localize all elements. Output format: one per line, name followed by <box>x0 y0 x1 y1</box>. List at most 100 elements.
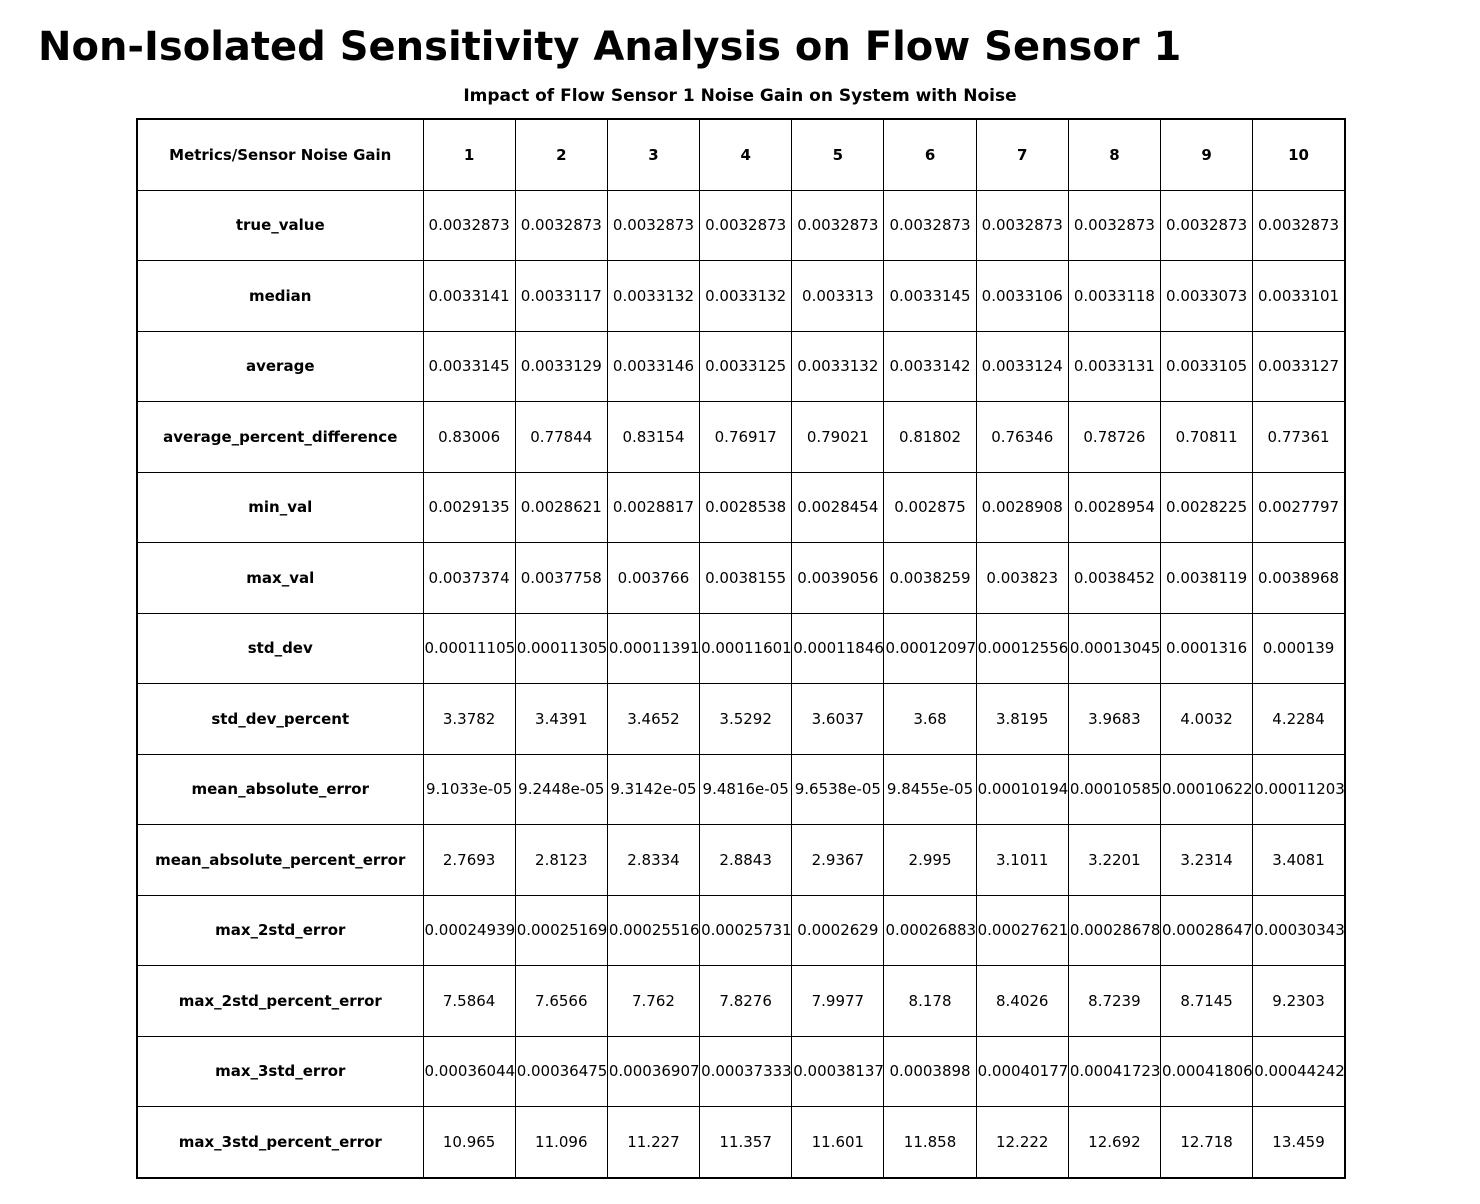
metric-label-cell: mean_absolute_error <box>136 753 424 825</box>
value-cell: 4.0032 <box>1159 683 1254 755</box>
column-header-cell-9: 9 <box>1159 118 1254 191</box>
value-cell: 0.00012097 <box>883 612 977 684</box>
column-header-cell-3: 3 <box>606 118 701 191</box>
value-cell: 0.0039056 <box>791 542 885 614</box>
value-cell: 3.68 <box>883 683 977 755</box>
metric-label-cell: std_dev <box>136 612 424 684</box>
value-cell: 0.0032873 <box>699 189 793 261</box>
column-header-cell-4: 4 <box>699 118 793 191</box>
value-cell: 2.8843 <box>699 824 793 896</box>
value-cell: 0.81802 <box>883 401 977 473</box>
value-cell: 0.003823 <box>975 542 1069 614</box>
value-cell: 0.00040177 <box>975 1035 1069 1107</box>
table-row-mean_absolute_error: mean_absolute_error 9.1033e-05 9.2448e-05 9… <box>136 753 1346 825</box>
value-cell: 0.00038137 <box>791 1035 885 1107</box>
value-cell: 0.0032873 <box>422 189 516 261</box>
value-cell: 0.00010585 <box>1067 753 1162 825</box>
value-cell: 3.4652 <box>606 683 701 755</box>
value-cell: 0.0033124 <box>975 330 1069 402</box>
value-cell: 0.0029135 <box>422 471 516 543</box>
value-cell: 0.00011601 <box>699 612 793 684</box>
table-row-average_percent_difference: average_percent_difference 0.83006 0.77844… <box>136 401 1346 473</box>
value-cell: 2.8123 <box>514 824 608 896</box>
value-cell: 0.0033132 <box>699 260 793 332</box>
value-cell: 0.0033146 <box>606 330 701 402</box>
value-cell: 0.77361 <box>1252 401 1346 473</box>
value-cell: 0.0033105 <box>1159 330 1254 402</box>
value-cell: 3.5292 <box>699 683 793 755</box>
value-cell: 0.0032873 <box>883 189 977 261</box>
value-cell: 0.00025516 <box>606 894 701 966</box>
table-row-max_3std_percent_error: max_3std_percent_error 10.965 11.096 11.227… <box>136 1106 1346 1178</box>
value-cell: 12.718 <box>1159 1106 1254 1178</box>
table-row-median: median 0.0033141 0.0033117 0.0033132 0.00331… <box>136 260 1346 332</box>
value-cell: 7.6566 <box>514 965 608 1037</box>
value-cell: 0.00012556 <box>975 612 1069 684</box>
metric-label-cell: std_dev_percent <box>136 683 424 755</box>
value-cell: 0.0033132 <box>791 330 885 402</box>
value-cell: 0.0027797 <box>1252 471 1346 543</box>
value-cell: 0.00010194 <box>975 753 1069 825</box>
table-row-std_dev_percent: std_dev_percent 3.3782 3.4391 3.4652 3.5292 3… <box>136 683 1346 755</box>
value-cell: 11.357 <box>699 1106 793 1178</box>
value-cell: 0.00030343 <box>1252 894 1346 966</box>
table-row-max_val: max_val 0.0037374 0.0037758 0.003766 0.00381… <box>136 542 1346 614</box>
column-header-cell-5: 5 <box>791 118 885 191</box>
value-cell: 0.0028454 <box>791 471 885 543</box>
value-cell: 0.00036907 <box>606 1035 701 1107</box>
value-cell: 9.2448e-05 <box>514 753 608 825</box>
value-cell: 0.0028908 <box>975 471 1069 543</box>
value-cell: 0.0032873 <box>606 189 701 261</box>
column-header-cell-10: 10 <box>1252 118 1346 191</box>
value-cell: 7.762 <box>606 965 701 1037</box>
value-cell: 3.2201 <box>1067 824 1162 896</box>
value-cell: 0.00041723 <box>1067 1035 1162 1107</box>
value-cell: 0.0038119 <box>1159 542 1254 614</box>
value-cell: 0.0028225 <box>1159 471 1254 543</box>
value-cell: 0.78726 <box>1067 401 1162 473</box>
value-cell: 8.7239 <box>1067 965 1162 1037</box>
value-cell: 2.8334 <box>606 824 701 896</box>
value-cell: 3.9683 <box>1067 683 1162 755</box>
value-cell: 0.0028817 <box>606 471 701 543</box>
table-row-average: average 0.0033145 0.0033129 0.0033146 0.0033… <box>136 330 1346 402</box>
value-cell: 0.0038155 <box>699 542 793 614</box>
value-cell: 0.0032873 <box>1067 189 1162 261</box>
value-cell: 0.0037374 <box>422 542 516 614</box>
metric-label-cell: max_val <box>136 542 424 614</box>
value-cell: 0.0032873 <box>514 189 608 261</box>
value-cell: 0.003313 <box>791 260 885 332</box>
value-cell: 0.00026883 <box>883 894 977 966</box>
value-cell: 8.4026 <box>975 965 1069 1037</box>
metric-label-cell: average_percent_difference <box>136 401 424 473</box>
value-cell: 7.8276 <box>699 965 793 1037</box>
value-cell: 2.9367 <box>791 824 885 896</box>
value-cell: 0.00025169 <box>514 894 608 966</box>
value-cell: 0.76346 <box>975 401 1069 473</box>
table-row-max_2std_percent_error: max_2std_percent_error 7.5864 7.6566 7.762 7… <box>136 965 1346 1037</box>
value-cell: 0.79021 <box>791 401 885 473</box>
value-cell: 0.00027621 <box>975 894 1069 966</box>
value-cell: 11.601 <box>791 1106 885 1178</box>
table-body: true_value 0.0032873 0.0032873 0.0032873 0.0… <box>136 189 1346 1178</box>
value-cell: 7.9977 <box>791 965 885 1037</box>
corner-header-cell: Metrics/Sensor Noise Gain <box>136 118 424 191</box>
column-header-cell-7: 7 <box>975 118 1069 191</box>
column-header-cell-6: 6 <box>883 118 977 191</box>
value-cell: 0.00036044 <box>422 1035 516 1107</box>
value-cell: 0.00011391 <box>606 612 701 684</box>
value-cell: 3.6037 <box>791 683 885 755</box>
value-cell: 0.00013045 <box>1067 612 1162 684</box>
value-cell: 9.3142e-05 <box>606 753 701 825</box>
value-cell: 0.0032873 <box>1159 189 1254 261</box>
value-cell: 13.459 <box>1252 1106 1346 1178</box>
column-header-cell-8: 8 <box>1067 118 1162 191</box>
value-cell: 8.7145 <box>1159 965 1254 1037</box>
value-cell: 0.00010622 <box>1159 753 1254 825</box>
value-cell: 0.0032873 <box>791 189 885 261</box>
value-cell: 0.0033129 <box>514 330 608 402</box>
value-cell: 0.003766 <box>606 542 701 614</box>
value-cell: 0.00036475 <box>514 1035 608 1107</box>
metric-label-cell: mean_absolute_percent_error <box>136 824 424 896</box>
